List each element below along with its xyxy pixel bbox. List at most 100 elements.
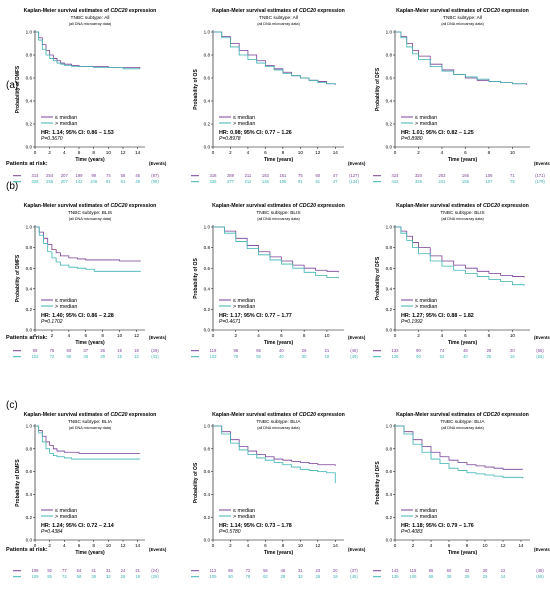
at-risk-count: 118 (410, 568, 417, 573)
at-risk-count: 98 (233, 348, 238, 353)
chart-note: (all DNA microarray data) (257, 217, 300, 221)
x-tick-label: 10 (298, 543, 304, 548)
x-tick-label: 0 (34, 150, 37, 155)
at-risk-count: 39 (465, 574, 470, 579)
x-axis-label: Time (years) (448, 340, 478, 346)
x-tick-label: 8 (92, 543, 95, 548)
km-chart: Kaplan-Meier survival estimates of CDC20… (6, 412, 167, 579)
x-tick-label: 0 (394, 150, 397, 155)
y-tick-label: 0.0 (204, 145, 211, 150)
at-risk-count: 41 (91, 568, 96, 573)
chart-note: (all DNA microarray data) (69, 217, 112, 221)
panel-label: (a) (6, 80, 18, 91)
chart-note: (all DNA microarray data) (69, 426, 112, 430)
y-tick-label: 1.0 (204, 225, 211, 230)
y-tick-label: 0.4 (204, 492, 211, 497)
series-line-low (395, 425, 523, 470)
at-risk-count: 72 (246, 568, 251, 573)
legend-label-high: > median (233, 514, 255, 520)
hazard-ratio: HR: 1.27; 95% CI: 0.88 – 1.82 (401, 313, 474, 319)
series-line-low (395, 226, 525, 278)
events-count: (179) (535, 179, 545, 184)
events-header: (Events) (348, 547, 366, 552)
x-tick-label: 4 (63, 543, 66, 548)
at-risk-count: 61 (121, 179, 126, 184)
at-risk-count: 139 (392, 574, 400, 579)
events-header: (Events) (149, 335, 167, 340)
hazard-ratio: HR: 1.24; 95% CI: 0.72 – 2.14 (41, 523, 114, 529)
at-risk-count: 99 (91, 173, 96, 178)
at-risk-count: 20 (333, 568, 338, 573)
x-axis-label: Time (years) (264, 340, 294, 346)
events-header: (Events) (348, 161, 366, 166)
x-tick-label: 6 (280, 333, 283, 338)
x-tick-label: 0 (212, 333, 215, 338)
y-tick-label: 0.0 (26, 145, 33, 150)
at-risk-count: 74 (106, 173, 111, 178)
hazard-ratio: HR: 1.17; 95% CI: 0.77 – 1.77 (219, 313, 292, 319)
y-axis-label: Probability of OS (193, 69, 199, 110)
y-tick-label: 0.8 (26, 245, 33, 250)
events-header: (Events) (348, 335, 366, 340)
x-tick-label: 2 (417, 150, 420, 155)
km-chart: Kaplan-Meier survival estimates of CDC20… (6, 203, 167, 359)
y-tick-label: 0.2 (386, 307, 393, 312)
at-risk-count: 90 (416, 348, 421, 353)
series-line-low (213, 31, 336, 85)
at-risk-count: 106 (90, 179, 98, 184)
at-risk-count: 40 (279, 348, 284, 353)
legend-label-low: ≤ median (55, 508, 77, 514)
at-risk-count: 30 (483, 568, 488, 573)
patients-at-risk-label: Patients at risk: (6, 547, 48, 553)
events-count: (48) (536, 568, 544, 573)
y-tick-label: 0.6 (204, 76, 211, 81)
series-line-low (395, 31, 527, 85)
at-risk-count: 72 (50, 354, 55, 359)
at-risk-count: 31 (106, 568, 111, 573)
y-tick-label: 0.0 (26, 328, 33, 333)
events-count: (24) (151, 568, 159, 573)
at-risk-count: 199 (76, 173, 84, 178)
x-tick-label: 4 (441, 150, 444, 155)
legend-label-high: > median (55, 514, 77, 520)
y-tick-label: 0.0 (386, 145, 393, 150)
km-chart: Kaplan-Meier survival estimates of CDC20… (191, 203, 366, 359)
y-tick-label: 0.2 (204, 122, 211, 127)
events-count: (41) (151, 354, 159, 359)
y-tick-label: 0.0 (204, 538, 211, 543)
y-axis-label: Probability of DFS (375, 461, 381, 505)
at-risk-count: 183 (262, 173, 270, 178)
at-risk-count: 29 (487, 348, 492, 353)
hazard-ratio: HR: 1.40; 95% CI: 0.86 – 2.28 (41, 313, 114, 319)
patients-at-risk-label: Patients at risk: (6, 335, 48, 341)
at-risk-count: 241 (438, 179, 446, 184)
chart-subtitle: TNBC subtype: All (443, 15, 482, 21)
chart-subtitle: TNBC subtype: BLIA (68, 419, 113, 425)
at-risk-count: 60 (67, 348, 72, 353)
events-count: (29) (151, 574, 159, 579)
p-value: P=0.1702 (41, 319, 63, 325)
events-count: (134) (349, 179, 359, 184)
at-risk-count: 109 (210, 574, 218, 579)
at-risk-count: 85 (429, 568, 434, 573)
legend-label-low: ≤ median (233, 508, 255, 514)
at-risk-count: 16 (510, 354, 515, 359)
legend-label-high: > median (55, 304, 77, 310)
km-chart: Kaplan-Meier survival estimates of CDC20… (191, 412, 366, 579)
x-tick-label: 6 (448, 543, 451, 548)
events-header: (Events) (149, 161, 167, 166)
at-risk-count: 60 (447, 568, 452, 573)
x-tick-label: 2 (229, 150, 232, 155)
y-tick-label: 0.4 (386, 492, 393, 497)
km-chart: Kaplan-Meier survival estimates of CDC20… (373, 203, 550, 359)
x-tick-label: 10 (117, 333, 123, 338)
legend-label-low: ≤ median (415, 508, 437, 514)
chart-subtitle: TNBC subtype: BLIA (256, 419, 301, 425)
at-risk-count: 314 (32, 173, 40, 178)
at-risk-count: 37 (83, 348, 88, 353)
at-risk-count: 85 (47, 574, 52, 579)
x-tick-label: 14 (333, 150, 339, 155)
at-risk-count: 62 (440, 354, 445, 359)
events-count: (99) (151, 179, 159, 184)
